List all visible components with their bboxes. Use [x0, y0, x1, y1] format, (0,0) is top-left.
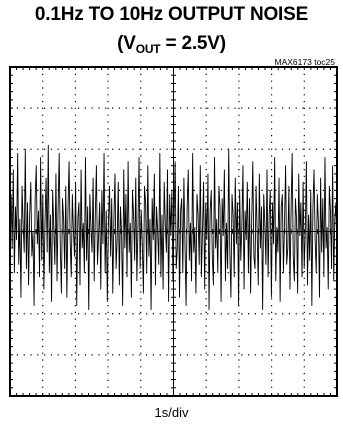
noise-trace — [9, 144, 338, 311]
title-subscript: OUT — [135, 42, 161, 56]
figure-reference-label: MAX6173 toc25 — [274, 57, 335, 67]
x-axis-label: 1s/div — [154, 405, 189, 420]
plot-frame — [9, 66, 338, 397]
chart-title-line1: 0.1Hz TO 10Hz OUTPUT NOISE — [34, 4, 309, 25]
title-prefix: (V — [117, 33, 136, 54]
title-suffix: = 2.5V) — [160, 33, 227, 54]
chart-title-line2: (VOUT = 2.5V) — [0, 33, 343, 56]
